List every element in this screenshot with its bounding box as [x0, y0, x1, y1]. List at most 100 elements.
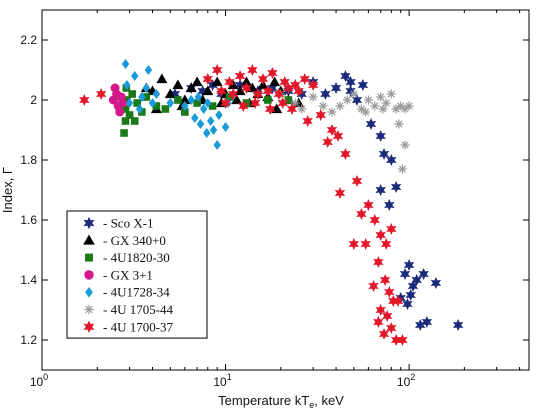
data-point: [315, 109, 326, 121]
data-point: [277, 97, 288, 109]
data-point: [418, 268, 429, 280]
data-point: [307, 79, 319, 91]
data-point: [375, 184, 386, 196]
data-point: [356, 208, 367, 220]
data-point: [293, 85, 304, 97]
data-point: [386, 223, 397, 235]
y-tick-label: 2.2: [20, 33, 37, 47]
data-point: [247, 64, 258, 76]
data-point: [322, 136, 333, 148]
data-point: [249, 97, 261, 109]
data-point: [365, 118, 377, 130]
data-point: [199, 104, 208, 114]
data-point: [283, 82, 294, 94]
data-point: [340, 70, 351, 82]
legend-marker: [83, 234, 95, 245]
legend-label: - 4U1820-30: [103, 250, 170, 265]
data-point: [120, 129, 128, 137]
data-point: [110, 83, 120, 93]
data-point: [202, 85, 214, 96]
data-point: [152, 102, 161, 110]
data-point: [152, 89, 161, 99]
data-point: [351, 94, 363, 106]
data-point: [238, 100, 249, 112]
data-point: [215, 110, 223, 120]
data-point: [279, 76, 290, 88]
data-point: [391, 104, 401, 114]
data-point: [225, 93, 234, 101]
data-point: [326, 124, 338, 136]
legend-marker: [83, 216, 95, 230]
data-point: [334, 187, 346, 199]
data-point: [320, 88, 331, 100]
data-point: [220, 97, 231, 109]
data-point: [340, 148, 351, 160]
data-point: [363, 95, 373, 105]
data-point: [264, 96, 272, 104]
x-tick-label: 101: [213, 372, 231, 389]
data-point: [213, 140, 221, 150]
data-point: [290, 79, 301, 91]
data-point: [193, 99, 201, 107]
data-point: [403, 259, 415, 271]
data-point: [357, 79, 369, 91]
data-point: [330, 82, 342, 94]
data-point: [373, 316, 384, 328]
data-point: [345, 76, 356, 88]
data-point: [161, 105, 170, 113]
data-point: [216, 85, 227, 97]
data-point: [395, 292, 406, 304]
data-point: [284, 96, 293, 104]
data-point: [234, 85, 246, 96]
data-point: [156, 73, 168, 84]
data-point: [404, 101, 414, 111]
data-point: [241, 82, 252, 94]
data-point: [348, 238, 360, 250]
data-point: [142, 93, 151, 101]
data-point: [95, 88, 107, 100]
data-point: [121, 117, 130, 125]
y-tick-label: 1.4: [20, 273, 37, 287]
data-point: [187, 95, 195, 105]
y-tick-label: 1.6: [20, 213, 37, 227]
data-point: [234, 70, 246, 82]
data-point: [125, 98, 134, 108]
data-point: [368, 280, 379, 292]
data-point: [360, 238, 371, 250]
data-point: [197, 85, 208, 97]
data-point: [286, 103, 298, 115]
data-point: [405, 289, 416, 301]
data-point: [203, 128, 211, 138]
data-point: [164, 88, 176, 99]
data-point: [234, 79, 246, 91]
data-point: [302, 115, 313, 127]
data-point: [172, 79, 184, 90]
data-point: [211, 76, 223, 87]
data-point: [386, 154, 397, 166]
y-axis-title: Index, Γ: [0, 167, 15, 213]
data-point: [125, 111, 134, 119]
data-point: [204, 98, 212, 108]
data-point: [394, 119, 404, 129]
data-point: [121, 59, 130, 69]
axes: 100 101 102 1.2 1.4 1.6 1.8 2 2.2: [20, 10, 529, 389]
data-point: [264, 103, 276, 115]
data-point: [375, 229, 386, 241]
data-point: [382, 310, 393, 322]
data-point: [370, 101, 380, 111]
data-point: [221, 122, 230, 132]
data-point: [185, 82, 197, 93]
data-point: [390, 181, 402, 193]
data-point: [397, 164, 407, 174]
data-point: [224, 76, 235, 88]
data-point: [267, 67, 278, 79]
data-point: [166, 98, 175, 108]
data-point: [130, 71, 139, 81]
data-point: [130, 117, 139, 125]
data-point: [174, 96, 182, 104]
data-point: [397, 334, 408, 346]
legend-label: - 4U1728-34: [103, 285, 170, 300]
data-point: [402, 298, 413, 310]
data-point: [257, 73, 269, 85]
